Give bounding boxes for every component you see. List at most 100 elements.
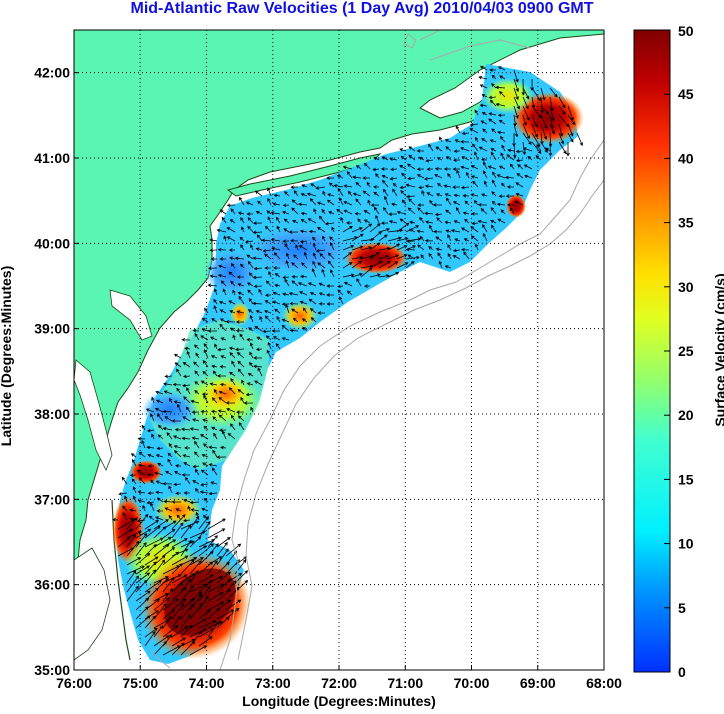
velocity-arrow — [505, 194, 515, 198]
velocity-arrow — [184, 446, 191, 450]
velocity-arrow — [326, 302, 334, 306]
velocity-arrow — [180, 557, 198, 566]
velocity-arrow — [181, 338, 191, 342]
velocity-arrow — [189, 594, 203, 611]
velocity-arrow — [236, 310, 245, 314]
velocity-arrow — [144, 610, 159, 620]
velocity-arrow — [387, 261, 399, 269]
velocity-arrow — [234, 256, 245, 261]
velocity-arrow — [274, 273, 281, 278]
velocity-arrow — [289, 301, 299, 306]
velocity-arrow — [247, 260, 254, 269]
velocity-arrow — [171, 642, 185, 656]
chart-title: Mid-Atlantic Raw Velocities (1 Day Avg) … — [130, 0, 594, 17]
map-grid — [74, 30, 604, 670]
velocity-arrow — [243, 401, 254, 405]
velocity-arrow — [174, 428, 182, 432]
velocity-arrow — [171, 555, 189, 566]
velocity-arrow — [428, 143, 434, 152]
velocity-arrow — [228, 387, 236, 395]
velocity-arrow — [331, 226, 335, 233]
velocity-arrow — [137, 499, 146, 503]
velocity-arrow — [200, 482, 209, 487]
velocity-arrow — [169, 397, 173, 404]
velocity-arrow — [424, 211, 434, 216]
velocity-arrow — [470, 175, 479, 179]
velocity-arrow — [383, 188, 389, 197]
velocity-arrow — [472, 143, 479, 152]
velocity-arrow — [558, 141, 567, 155]
velocity-arrow — [135, 606, 149, 620]
velocity-arrow — [453, 193, 461, 198]
velocity-arrow — [183, 462, 191, 467]
velocity-arrow — [229, 371, 236, 377]
velocity-arrow — [360, 223, 373, 233]
hotspot-hudson-canyon — [344, 242, 408, 274]
velocity-arrow — [171, 626, 189, 638]
velocity-arrow — [264, 253, 272, 260]
velocity-arrow — [153, 618, 171, 629]
velocity-arrow — [147, 464, 155, 468]
velocity-arrow — [272, 336, 281, 341]
velocity-arrow — [357, 218, 362, 224]
velocity-arrow — [151, 396, 155, 404]
velocity-arrow — [405, 255, 420, 260]
velocity-arrow — [417, 244, 425, 251]
velocity-arrow — [207, 535, 218, 548]
velocity-arrow — [416, 167, 425, 171]
colorbar-tick-label: 45 — [678, 86, 694, 102]
velocity-arrow — [452, 248, 461, 253]
velocity-arrow — [291, 308, 299, 314]
velocity-arrow — [389, 176, 398, 181]
velocity-arrow — [460, 147, 470, 152]
velocity-arrow — [118, 492, 128, 496]
velocity-arrow — [496, 174, 506, 179]
velocity-arrow — [470, 235, 479, 242]
velocity-arrow — [257, 367, 263, 377]
velocity-arrow — [307, 282, 317, 287]
velocity-arrow — [212, 449, 218, 458]
velocity-arrow — [523, 164, 533, 170]
velocity-arrow — [456, 206, 461, 215]
velocity-arrow — [378, 274, 390, 278]
velocity-arrow — [234, 559, 247, 575]
velocity-arrow — [364, 284, 371, 288]
velocity-arrow — [342, 225, 353, 233]
velocity-arrow — [342, 262, 353, 269]
velocity-arrow — [156, 497, 164, 503]
velocity-arrow — [175, 491, 182, 495]
velocity-arrow — [342, 244, 355, 251]
velocity-arrow — [424, 184, 434, 189]
velocity-arrow — [144, 520, 159, 530]
velocity-arrow — [167, 452, 173, 458]
velocity-arrow — [190, 508, 200, 512]
velocity-arrow — [117, 528, 134, 539]
velocity-arrow — [194, 390, 200, 395]
velocity-arrow — [401, 199, 407, 206]
velocity-arrow — [513, 105, 519, 119]
velocity-arrow — [135, 572, 151, 584]
velocity-arrow — [443, 167, 451, 171]
velocity-arrow — [452, 185, 461, 189]
velocity-arrow — [495, 102, 506, 107]
velocity-arrow — [210, 481, 218, 485]
velocity-arrow — [181, 436, 191, 441]
velocity-arrow — [481, 193, 488, 197]
velocity-arrow — [150, 479, 155, 485]
velocity-arrow — [192, 464, 200, 469]
velocity-arrow — [189, 630, 203, 647]
velocity-arrow — [286, 252, 290, 260]
velocity-arrow — [549, 87, 558, 98]
velocity-arrow — [549, 105, 555, 122]
velocity-arrow — [444, 220, 452, 225]
velocity-arrow — [214, 343, 218, 350]
velocity-arrow — [308, 229, 317, 234]
velocity-arrow — [558, 96, 566, 109]
velocity-arrow — [327, 252, 335, 260]
velocity-arrow — [230, 378, 236, 386]
velocity-arrow — [173, 400, 182, 404]
warm-delaware-edge — [282, 302, 318, 330]
velocity-arrow — [207, 621, 223, 629]
velocity-arrow — [462, 211, 470, 215]
